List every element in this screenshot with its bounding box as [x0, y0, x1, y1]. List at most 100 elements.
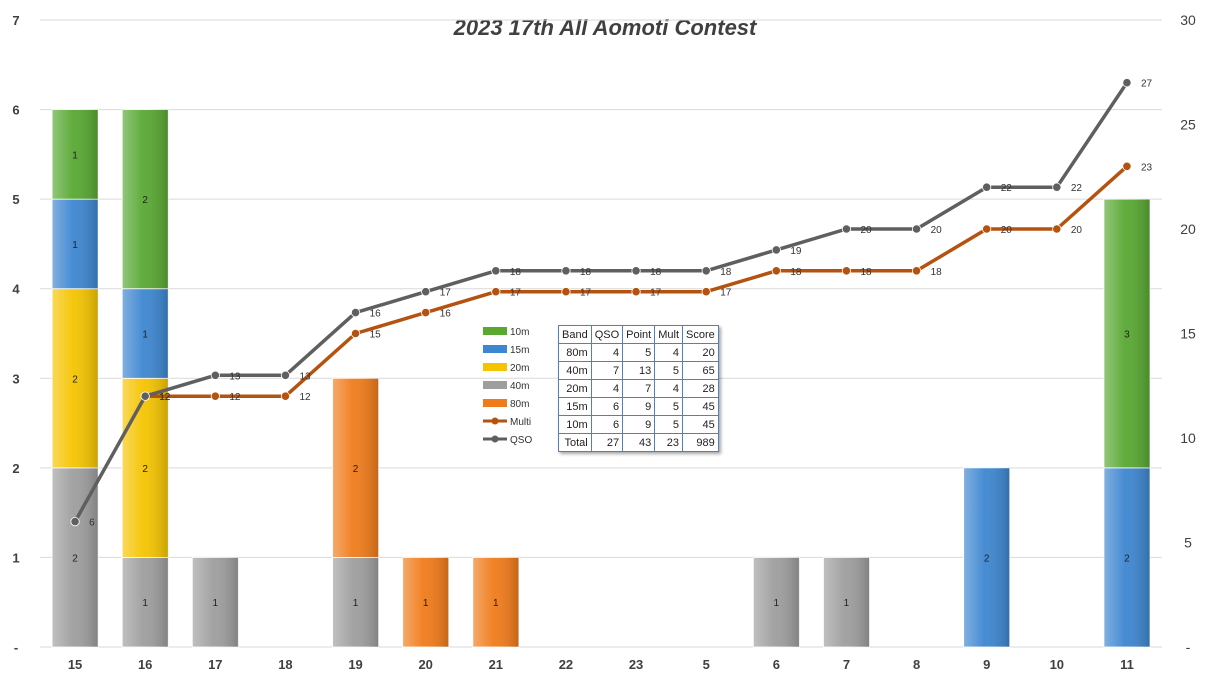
- point-label-Multi: 17: [650, 288, 662, 299]
- table-cell: 65: [682, 361, 719, 380]
- bar-segment-label: 1: [493, 598, 499, 609]
- point-label-Multi: 12: [159, 392, 171, 403]
- table-header-cell: Score: [682, 325, 719, 344]
- bar-segment-label: 3: [1124, 330, 1130, 341]
- x-tick-label: 19: [348, 657, 362, 672]
- right-tick-label: 20: [1180, 221, 1196, 237]
- table-cell: 4: [654, 343, 684, 362]
- bar-segment-label: 1: [142, 598, 148, 609]
- point-label-QSO: 13: [229, 371, 241, 382]
- point-QSO: [210, 370, 220, 380]
- table-row: 10m 6 9 5 45: [558, 415, 719, 434]
- point-label-Multi: 18: [860, 267, 872, 278]
- point-QSO: [491, 266, 501, 276]
- point-QSO: [1052, 182, 1062, 192]
- point-label-Multi: 23: [1141, 162, 1153, 173]
- point-label-Multi: 18: [931, 267, 943, 278]
- legend-swatch-20m: [483, 363, 507, 371]
- left-tick-label: 2: [12, 461, 19, 476]
- x-tick-label: 23: [629, 657, 643, 672]
- point-label-Multi: 20: [1001, 225, 1013, 236]
- x-tick-label: 20: [418, 657, 432, 672]
- table-cell: 5: [654, 397, 684, 416]
- x-tick-label: 18: [278, 657, 292, 672]
- x-tick-label: 15: [68, 657, 82, 672]
- x-tick-label: 9: [983, 657, 990, 672]
- point-Multi: [491, 287, 501, 297]
- point-QSO: [70, 516, 80, 527]
- table-cell: 45: [682, 415, 719, 434]
- point-Multi: [210, 391, 220, 401]
- point-QSO: [421, 287, 431, 297]
- legend-label: 10m: [510, 327, 529, 338]
- bar-segment-label: 1: [72, 150, 78, 161]
- table-cell: 989: [682, 433, 719, 452]
- table-header-row: Band QSO Point Mult Score: [558, 325, 719, 344]
- table-row: 80m 4 5 4 20: [558, 343, 719, 362]
- left-tick-label: 7: [12, 13, 19, 28]
- point-label-QSO: 17: [440, 288, 452, 299]
- point-label-QSO: 18: [580, 267, 592, 278]
- point-label-Multi: 20: [1071, 225, 1083, 236]
- point-label-Multi: 17: [510, 288, 522, 299]
- point-label-Multi: 18: [790, 267, 802, 278]
- table-cell: 15m: [558, 397, 592, 416]
- legend-swatch-15m: [483, 345, 507, 353]
- point-QSO: [911, 224, 922, 234]
- point-QSO: [701, 266, 711, 276]
- point-label-Multi: 17: [720, 288, 732, 299]
- table-cell: 20m: [558, 379, 592, 398]
- right-tick-label: 15: [1180, 326, 1196, 342]
- legend-label: 20m: [510, 363, 529, 374]
- table-header-cell: Band: [558, 325, 592, 344]
- table-header-cell: Point: [622, 325, 656, 344]
- legend-label: QSO: [510, 435, 532, 446]
- table-cell: 5: [654, 415, 684, 434]
- point-label-QSO: 18: [720, 267, 732, 278]
- point-label-QSO: 6: [89, 518, 95, 529]
- bar-segment-label: 2: [142, 464, 148, 475]
- chart-title: 2023 17th All Aomoti Contest: [453, 15, 758, 40]
- point-QSO: [841, 224, 852, 234]
- legend-label: 15m: [510, 345, 529, 356]
- bar-segment-label: 1: [72, 240, 78, 251]
- table-row: 40m 7 13 5 65: [558, 361, 719, 380]
- point-label-QSO: 20: [860, 225, 872, 236]
- point-Multi: [350, 328, 361, 339]
- point-QSO: [280, 370, 291, 380]
- bar-segment-label: 2: [353, 464, 359, 475]
- right-tick-label: 25: [1180, 117, 1196, 133]
- bar-segment-label: 2: [142, 195, 148, 206]
- table-cell: 20: [682, 343, 719, 362]
- left-tick-label: 3: [12, 371, 19, 386]
- left-tick-label: 5: [12, 192, 19, 207]
- point-Multi: [631, 287, 641, 297]
- point-Multi: [841, 266, 852, 276]
- table-cell: 23: [654, 433, 684, 452]
- x-tick-label: 10: [1050, 657, 1064, 672]
- table-cell: 5: [654, 361, 684, 380]
- bar-segment-label: 2: [1124, 553, 1130, 564]
- x-tick-label: 17: [208, 657, 222, 672]
- legend-swatch-40m: [483, 381, 507, 389]
- bar-segment-label: 1: [353, 598, 359, 609]
- point-label-QSO: 20: [931, 225, 943, 236]
- point-label-Multi: 17: [580, 288, 592, 299]
- point-Multi: [1052, 224, 1062, 234]
- left-tick-label: 1: [12, 550, 19, 565]
- x-tick-label: 7: [843, 657, 850, 672]
- point-label-Multi: 16: [440, 309, 452, 320]
- point-Multi: [280, 391, 291, 401]
- table-cell: 5: [622, 343, 656, 362]
- bar-segment-label: 1: [774, 598, 780, 609]
- left-axis: - 1 2 3 4 5 6 7: [12, 13, 20, 655]
- point-QSO: [1122, 78, 1132, 88]
- point-Multi: [1122, 161, 1132, 171]
- table-row: 20m 4 7 4 28: [558, 379, 719, 398]
- point-label-QSO: 22: [1071, 183, 1083, 194]
- bar-segment-label: 2: [72, 374, 78, 385]
- point-label-QSO: 27: [1141, 79, 1153, 90]
- point-Multi: [771, 266, 781, 276]
- point-label-QSO: 22: [1001, 183, 1013, 194]
- bar-segment-label: 2: [72, 553, 78, 564]
